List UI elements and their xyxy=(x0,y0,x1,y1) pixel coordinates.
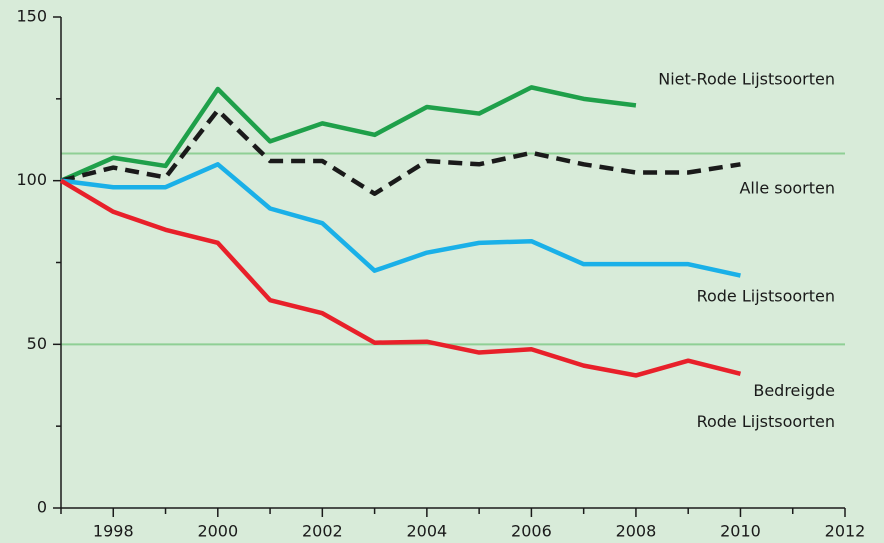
x-tick-label: 2008 xyxy=(616,522,657,541)
series-line xyxy=(59,178,742,378)
series-line xyxy=(60,85,637,183)
x-tick-label: 2002 xyxy=(302,522,343,541)
series-line xyxy=(60,108,741,197)
series-line xyxy=(60,162,741,278)
y-tick-label: 50 xyxy=(27,334,47,353)
x-tick-label: 2000 xyxy=(197,522,238,541)
y-tick-label: 0 xyxy=(37,498,47,517)
x-tick-label: 2004 xyxy=(407,522,448,541)
series-label: Bedreigde Rode Lijstsoorten xyxy=(697,381,835,431)
series-label: Alle soorten xyxy=(739,179,835,198)
y-tick-label: 150 xyxy=(16,7,47,26)
series-label: Niet-Rode Lijstsoorten xyxy=(658,70,835,89)
x-tick-label: 2012 xyxy=(825,522,866,541)
x-tick-label: 2006 xyxy=(511,522,552,541)
x-tick-label: 2010 xyxy=(720,522,761,541)
series-label: Rode Lijstsoorten xyxy=(697,287,835,306)
y-tick-label: 100 xyxy=(16,170,47,189)
x-tick-label: 1998 xyxy=(93,522,134,541)
